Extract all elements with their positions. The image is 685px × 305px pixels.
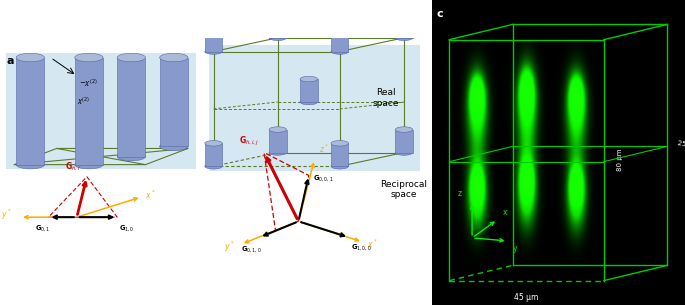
Ellipse shape	[117, 152, 145, 161]
Bar	[75, 58, 103, 165]
Ellipse shape	[117, 53, 145, 62]
Bar	[269, 130, 286, 152]
Bar	[300, 79, 318, 102]
Polygon shape	[6, 53, 196, 169]
Ellipse shape	[269, 150, 286, 155]
Ellipse shape	[395, 127, 413, 132]
Bar	[205, 29, 222, 52]
Bar	[16, 58, 45, 165]
Ellipse shape	[300, 76, 318, 82]
Text: $\chi^{(2)}$: $\chi^{(2)}$	[77, 96, 90, 108]
Ellipse shape	[16, 53, 45, 62]
Text: z: z	[458, 189, 462, 198]
Text: $\mathbf{G}_{1,0}$: $\mathbf{G}_{1,0}$	[119, 223, 135, 233]
Text: x: x	[503, 207, 507, 217]
Text: 80 μm: 80 μm	[616, 149, 623, 171]
Ellipse shape	[269, 12, 286, 18]
Bar	[160, 58, 188, 146]
Ellipse shape	[331, 163, 349, 169]
Text: $y^*$: $y^*$	[223, 239, 234, 254]
Bar	[269, 15, 286, 38]
Ellipse shape	[395, 12, 413, 18]
Text: $\mathbf{G}_{0,1}$: $\mathbf{G}_{0,1}$	[35, 223, 51, 233]
Text: $\mathbf{G}_{h,i}$: $\mathbf{G}_{h,i}$	[65, 160, 81, 173]
Ellipse shape	[205, 163, 222, 169]
Text: $\mathbf{G}_{0,1,0}$: $\mathbf{G}_{0,1,0}$	[241, 244, 262, 254]
Bar	[331, 29, 349, 52]
Text: Real
space: Real space	[373, 88, 399, 108]
Ellipse shape	[205, 49, 222, 54]
Text: $x^*$: $x^*$	[367, 238, 378, 250]
Text: 25 μm: 25 μm	[677, 140, 685, 150]
Ellipse shape	[395, 35, 413, 41]
Text: Reciprocal
space: Reciprocal space	[380, 180, 427, 199]
Ellipse shape	[75, 160, 103, 169]
Bar	[331, 143, 349, 166]
Ellipse shape	[205, 141, 222, 146]
Text: $-\chi^{(2)}$: $-\chi^{(2)}$	[79, 78, 98, 90]
Text: c: c	[436, 9, 443, 19]
Bar	[395, 130, 413, 152]
Ellipse shape	[269, 35, 286, 41]
Bar	[117, 58, 145, 156]
Ellipse shape	[395, 150, 413, 155]
Ellipse shape	[300, 99, 318, 105]
Ellipse shape	[331, 26, 349, 31]
Ellipse shape	[16, 160, 45, 169]
Ellipse shape	[75, 53, 103, 62]
Polygon shape	[209, 45, 420, 171]
Ellipse shape	[205, 26, 222, 31]
Text: $z^*$: $z^*$	[319, 142, 329, 155]
Ellipse shape	[331, 49, 349, 54]
Ellipse shape	[160, 53, 188, 62]
Bar	[395, 15, 413, 38]
Text: $\mathbf{G}_{0,0,1}$: $\mathbf{G}_{0,0,1}$	[313, 173, 334, 183]
Bar	[205, 143, 222, 166]
Ellipse shape	[269, 127, 286, 132]
Text: 45 μm: 45 μm	[514, 293, 539, 302]
Text: $\mathbf{G}_{h,i,j}$: $\mathbf{G}_{h,i,j}$	[239, 135, 260, 148]
Text: y: y	[512, 244, 517, 253]
Text: b: b	[204, 42, 212, 52]
Ellipse shape	[331, 141, 349, 146]
Text: a: a	[6, 56, 14, 66]
Text: $x^*$: $x^*$	[145, 189, 156, 201]
Text: $\mathbf{G}_{1,0,0}$: $\mathbf{G}_{1,0,0}$	[351, 242, 372, 252]
Ellipse shape	[160, 142, 188, 151]
Text: $y^*$: $y^*$	[1, 208, 12, 222]
